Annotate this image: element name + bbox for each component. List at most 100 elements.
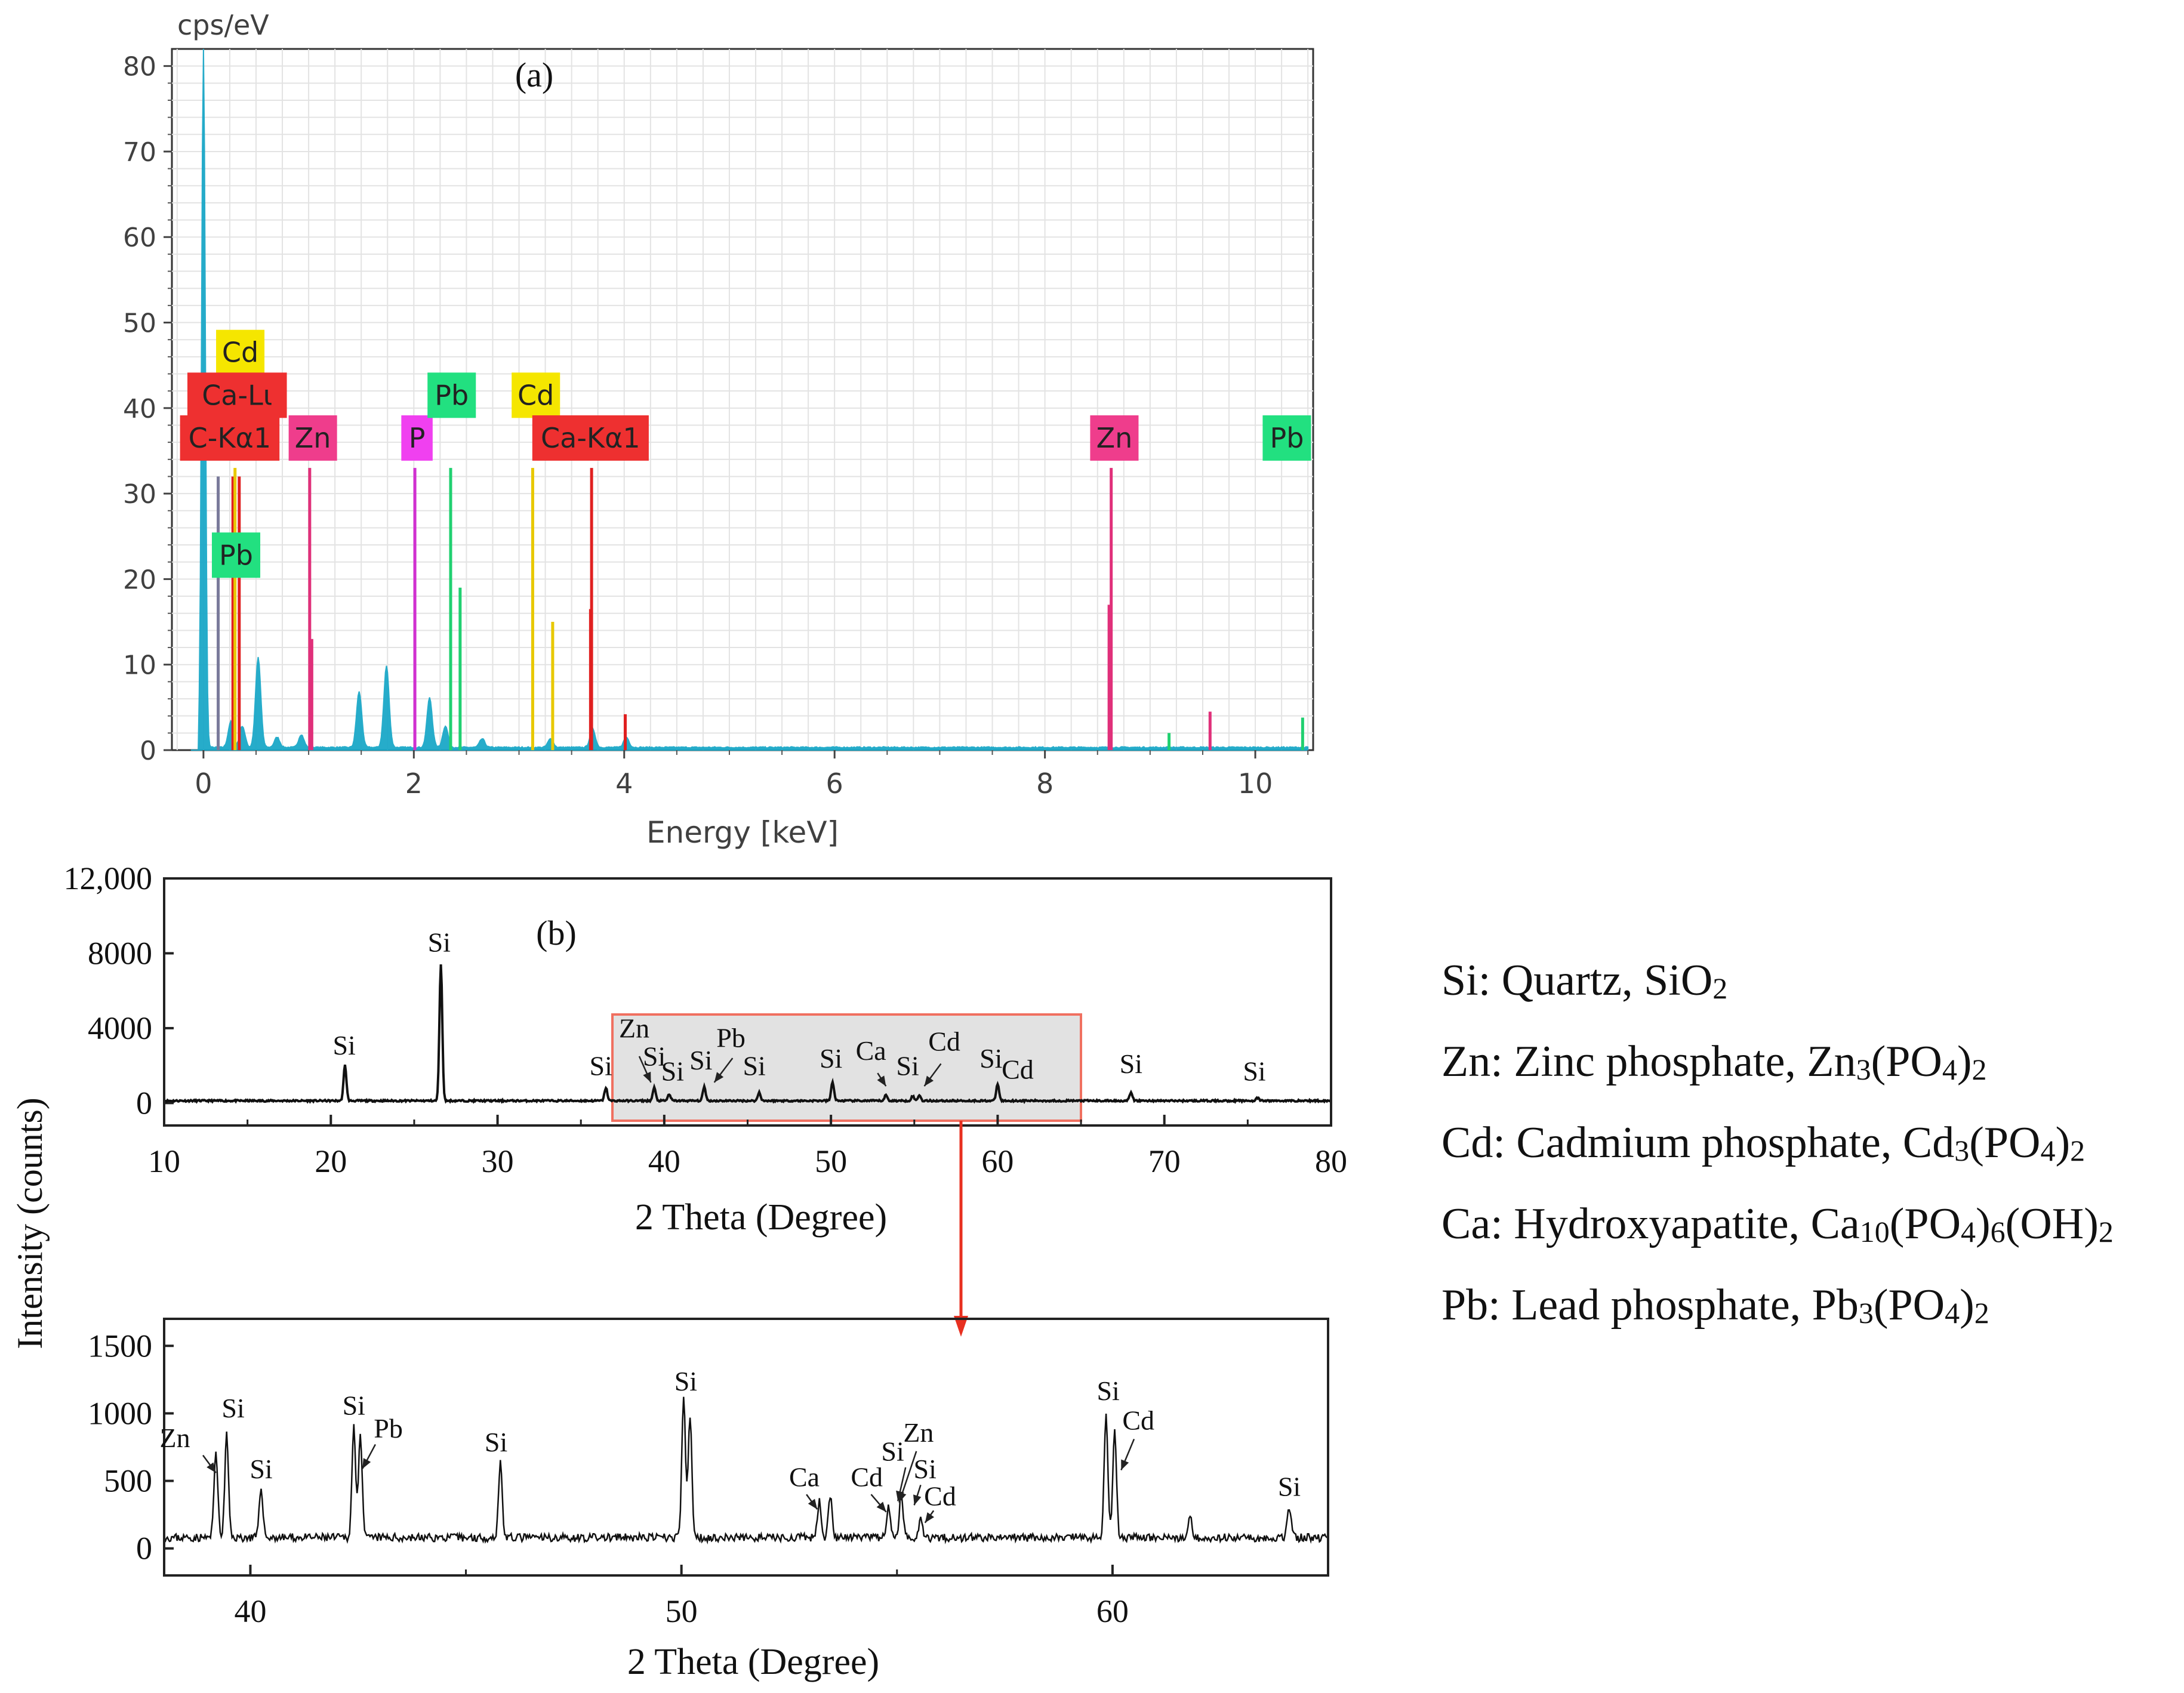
xrd-zoom-x-tick-label: 40 <box>234 1593 266 1629</box>
xrd-full-x-axis-title: 2 Theta (Degree) <box>635 1197 887 1238</box>
xrd-zoom-peak-label: Si <box>1096 1376 1119 1406</box>
xrd-zoom-peak-label: Cd <box>851 1462 883 1492</box>
xrd-full-peak-label: Si <box>979 1043 1002 1074</box>
edx-label-text: Cd <box>222 337 258 369</box>
edx-element-label: Pb <box>427 372 476 418</box>
legend-code: Cd <box>1441 1118 1493 1167</box>
xrd-full-arrow-head <box>877 1075 886 1087</box>
edx-element-lines <box>217 468 1304 750</box>
xrd-full-x-tick-label: 40 <box>648 1143 680 1179</box>
edx-element-labels: Cd Ca-Lι C-Kα1 Zn P Pb Cd Ca-Kα1 Zn Pb Pb <box>180 329 1311 578</box>
legend-item-pb: Pb: Lead phosphate, Pb3(PO4)2 <box>1441 1281 1989 1330</box>
formula-part: ) <box>1960 1281 1974 1330</box>
formula-part: 4 <box>1961 1215 1976 1248</box>
legend-phase-name: Hydroxyapatite <box>1514 1199 1789 1248</box>
legend-phase-name: Lead phosphate <box>1511 1281 1790 1330</box>
panel-b-tag: (b) <box>536 914 577 952</box>
edx-label-box <box>1090 415 1139 461</box>
xrd-y-axis-title: Intensity (counts) <box>10 1097 50 1349</box>
formula-part: 2 <box>1972 1053 1987 1086</box>
legend-item-cd: Cd: Cadmium phosphate, Cd3(PO4)2 <box>1441 1118 2086 1167</box>
formula-part: 2 <box>2098 1215 2114 1248</box>
xrd-full-y-tick-label: 4000 <box>88 1010 152 1046</box>
formula-part: ) <box>2055 1118 2071 1167</box>
xrd-zoom-arrow-head <box>913 1494 922 1506</box>
xrd-full-axes: 0 4000 8000 12,000 10 20 30 40 50 60 70 80 <box>64 861 1348 1179</box>
xrd-full-peak-label: Si <box>661 1056 684 1087</box>
formula-part: 3 <box>1954 1134 1970 1167</box>
edx-x-tick-label: 2 <box>405 767 423 800</box>
xrd-full-peak-label: Si <box>590 1050 612 1081</box>
edx-label-text: Zn <box>295 422 331 454</box>
edx-label-text: Ca-Kα1 <box>541 422 640 454</box>
xrd-full-peak-label: Si <box>743 1050 765 1081</box>
xrd-full-peak-label: Zn <box>619 1013 649 1044</box>
xrd-full-series <box>163 964 1332 1105</box>
edx-y-tick-label: 10 <box>123 650 156 681</box>
xrd-full-x-tick-label: 80 <box>1315 1143 1347 1179</box>
xrd-full-x-tick-label: 20 <box>315 1143 347 1179</box>
edx-y-tick-label: 80 <box>123 52 156 82</box>
phase-legend: Si: Quartz, SiO2 Zn: Zinc phosphate, Zn3(… <box>1441 940 2182 1346</box>
xrd-full-x-tick-label: 50 <box>815 1143 847 1179</box>
edx-label-box <box>1262 415 1311 461</box>
edx-y-tick-label: 40 <box>123 394 156 424</box>
edx-y-tick-label: 50 <box>123 309 156 339</box>
edx-label-text: C-Kα1 <box>189 422 271 454</box>
zoom-connector-arrow <box>954 1121 968 1337</box>
xrd-full-y-tick-label: 12,000 <box>64 861 153 896</box>
formula-part: ) <box>1957 1037 1972 1086</box>
xrd-full-peak-label: Si <box>689 1045 712 1075</box>
xrd-full-peak-label: Si <box>643 1041 666 1072</box>
edx-x-tick-label: 0 <box>195 767 212 800</box>
xrd-zoom-peak-label: Si <box>343 1390 365 1421</box>
edx-y-tick-label: 0 <box>140 736 156 766</box>
xrd-full-arrow-head <box>924 1075 934 1087</box>
xrd-full-x-tick-label: 70 <box>1148 1143 1181 1179</box>
formula-part: 6 <box>1990 1215 2006 1248</box>
edx-label-box <box>211 532 261 578</box>
edx-element-label: Ca-Kα1 <box>532 415 649 461</box>
formula-part: ) <box>1976 1199 1991 1248</box>
edx-label-box <box>187 372 287 418</box>
xrd-zoom-x-tick-label: 50 <box>666 1593 698 1629</box>
edx-x-axis-title: Energy [keV] <box>646 815 839 850</box>
formula-part: 4 <box>1942 1053 1957 1086</box>
legend-formula: SiO2 <box>1644 956 1727 1005</box>
formula-part: 2 <box>1974 1296 1989 1330</box>
edx-element-label: Zn <box>288 415 337 461</box>
xrd-zoom-peak-label: Cd <box>924 1481 956 1511</box>
edx-y-tick-label: 30 <box>123 479 156 510</box>
edx-label-box <box>288 415 337 461</box>
xrd-zoom-peak-label: Pb <box>374 1413 403 1444</box>
edx-label-text: Zn <box>1096 422 1133 454</box>
xrd-full-y-tick-label: 8000 <box>88 935 152 971</box>
edx-unit-label: cps/eV <box>177 9 269 41</box>
xrd-zoom-region-box <box>611 1013 1082 1122</box>
xrd-full-peak-label: Si <box>1120 1049 1142 1079</box>
xrd-zoom-pattern-line <box>164 1396 1328 1545</box>
formula-part: 2 <box>2070 1134 2086 1167</box>
xrd-zoom-peak-label: Zn <box>903 1417 934 1448</box>
xrd-full-x-tick-label: 60 <box>981 1143 1014 1179</box>
formula-part: (PO <box>1873 1281 1945 1330</box>
edx-element-label: C-Kα1 <box>180 415 280 461</box>
legend-phase-name: Quartz <box>1501 956 1622 1005</box>
formula-part: (PO <box>1871 1037 1942 1086</box>
edx-label-box <box>180 415 280 461</box>
edx-label-text: P <box>409 422 426 454</box>
xrd-full-peak-label: Si <box>1243 1056 1265 1087</box>
edx-element-label: Pb <box>1262 415 1311 461</box>
edx-element-label: Zn <box>1090 415 1139 461</box>
edx-x-tick-label: 8 <box>1036 767 1054 800</box>
xrd-full-x-tick-label: 30 <box>482 1143 514 1179</box>
xrd-zoom-peak-label: Si <box>674 1366 697 1396</box>
xrd-full-x-tick-label: 10 <box>148 1143 180 1179</box>
edx-y-tick-label: 20 <box>123 565 156 595</box>
edx-axes: 0 10 20 30 40 50 60 70 80 0 2 4 6 8 10 <box>123 52 1309 800</box>
edx-y-tick-label: 70 <box>123 137 156 168</box>
edx-label-box <box>427 372 476 418</box>
